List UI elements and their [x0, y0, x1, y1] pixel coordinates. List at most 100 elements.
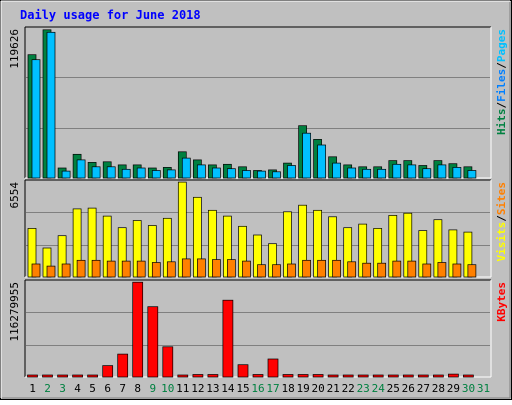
bar-files-day-1 — [31, 59, 41, 179]
bar-files-day-12 — [197, 164, 206, 179]
chart-title: Daily usage for June 2018 — [20, 8, 201, 22]
bar-sites-day-21 — [332, 259, 341, 278]
bar-kbytes-day-15 — [237, 364, 249, 378]
legend-item: KBytes — [495, 282, 508, 322]
bar-kbytes-day-30 — [463, 374, 474, 378]
x-tick-label: 15 — [236, 382, 249, 395]
bar-kbytes-day-2 — [42, 374, 53, 378]
bar-files-day-22 — [347, 167, 357, 179]
bar-sites-day-11 — [181, 258, 191, 278]
bar-kbytes-day-18 — [282, 374, 294, 378]
x-tick-label: 22 — [342, 382, 355, 395]
bar-kbytes-day-26 — [402, 374, 414, 378]
x-tick-label: 2 — [44, 382, 51, 395]
bar-kbytes-day-29 — [448, 373, 459, 378]
bar-files-day-17 — [272, 171, 281, 179]
x-tick-label: 27 — [417, 382, 430, 395]
y-max-label-hits: 119626 — [8, 29, 21, 69]
bar-kbytes-day-17 — [267, 358, 279, 378]
bar-files-day-27 — [422, 168, 432, 179]
x-tick-label: 4 — [74, 382, 81, 395]
panel-hits: 119626 Hits/Files/Pages — [8, 26, 508, 179]
y-max-label-visits: 6554 — [8, 182, 21, 209]
bar-sites-day-5 — [91, 259, 101, 278]
bar-sites-day-2 — [46, 265, 56, 278]
bar-kbytes-day-13 — [207, 374, 219, 378]
bar-sites-day-15 — [242, 260, 251, 278]
bar-files-day-3 — [61, 170, 71, 179]
bar-sites-day-13 — [212, 259, 221, 278]
bar-kbytes-day-20 — [312, 374, 324, 378]
bar-files-day-9 — [151, 170, 161, 179]
bar-sites-day-17 — [272, 264, 281, 278]
x-tick-label: 8 — [134, 382, 141, 395]
bar-sites-day-20 — [317, 259, 326, 278]
panel-kbytes: 116279955 KBytes — [8, 279, 508, 378]
bar-sites-day-3 — [61, 263, 71, 278]
bar-sites-day-24 — [377, 262, 387, 278]
legend-item: / — [495, 215, 508, 222]
bar-kbytes-day-22 — [342, 374, 354, 378]
x-tick-label: 28 — [432, 382, 445, 395]
bar-kbytes-day-1 — [27, 374, 38, 378]
bar-files-day-16 — [257, 170, 266, 179]
bar-files-day-11 — [181, 157, 191, 179]
bar-files-day-18 — [287, 165, 296, 179]
x-axis-labels: 1 2 3 4 5 6 7 8 9 10 11 12 13 14 15 16 17 18 19 20 21 22 23 24 2… — [29, 382, 490, 395]
bar-kbytes-day-8 — [132, 281, 144, 378]
legend-item: Hits — [495, 109, 508, 136]
bar-files-day-23 — [362, 168, 372, 179]
bar-files-day-19 — [302, 132, 311, 179]
bar-kbytes-day-16 — [252, 374, 264, 378]
bar-kbytes-day-23 — [357, 374, 369, 378]
x-tick-label: 10 — [161, 382, 174, 395]
bar-files-day-25 — [392, 163, 402, 179]
y-max-label-kbytes: 116279955 — [8, 282, 21, 342]
bar-kbytes-day-5 — [87, 374, 98, 378]
bar-kbytes-day-28 — [433, 374, 444, 378]
bar-files-day-29 — [452, 167, 462, 179]
bar-files-day-13 — [212, 167, 221, 179]
legend-item: Files — [495, 69, 508, 102]
bar-files-day-7 — [121, 168, 131, 179]
bar-kbytes-day-9 — [147, 306, 159, 378]
legend-hits: Hits/Files/Pages — [495, 29, 508, 135]
bar-kbytes-day-25 — [387, 374, 399, 378]
bar-kbytes-day-27 — [417, 374, 429, 378]
panel-visits: 6554 Visits/Sites — [8, 179, 508, 278]
bar-sites-day-22 — [347, 261, 357, 278]
x-tick-label: 19 — [296, 382, 309, 395]
x-tick-label: 31 — [477, 382, 490, 395]
legend-kbytes: KBytes — [495, 282, 508, 322]
bar-kbytes-day-3 — [57, 374, 68, 378]
bar-files-day-15 — [242, 170, 251, 179]
bar-sites-day-28 — [437, 262, 447, 278]
x-tick-label: 30 — [462, 382, 475, 395]
bar-sites-day-9 — [151, 262, 161, 278]
legend-item: Sites — [495, 182, 508, 215]
bar-files-day-10 — [166, 169, 176, 179]
x-tick-label: 23 — [357, 382, 370, 395]
x-tick-label: 21 — [327, 382, 340, 395]
bar-sites-day-7 — [121, 260, 131, 278]
x-tick-label: 3 — [59, 382, 66, 395]
panel-background — [25, 27, 491, 178]
bar-sites-day-29 — [452, 263, 462, 278]
bar-files-day-2 — [46, 31, 56, 179]
x-tick-label: 1 — [29, 382, 36, 395]
x-tick-label: 16 — [251, 382, 264, 395]
bar-files-day-6 — [106, 166, 116, 179]
x-tick-label: 14 — [221, 382, 235, 395]
bar-sites-day-23 — [362, 262, 372, 278]
bar-kbytes-day-21 — [327, 374, 339, 378]
bar-sites-day-27 — [422, 263, 432, 278]
x-tick-label: 24 — [372, 382, 386, 395]
bar-sites-day-1 — [31, 263, 41, 278]
bar-sites-day-8 — [136, 260, 146, 278]
bar-sites-day-18 — [287, 263, 296, 278]
x-tick-label: 25 — [387, 382, 400, 395]
bar-sites-day-12 — [197, 258, 206, 278]
x-tick-label: 20 — [311, 382, 324, 395]
x-tick-label: 18 — [281, 382, 294, 395]
